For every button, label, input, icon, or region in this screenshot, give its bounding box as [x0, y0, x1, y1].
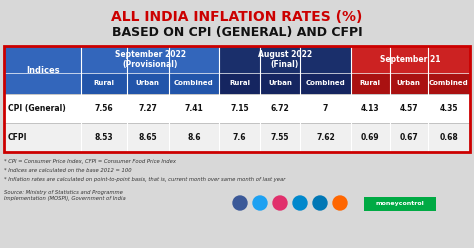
Bar [4, 123, 470, 152]
Text: 7.62: 7.62 [316, 133, 335, 142]
Text: 7.27: 7.27 [138, 104, 157, 113]
Text: * Inflation rates are calculated on point-to-point basis, that is, current month: * Inflation rates are calculated on poin… [4, 177, 285, 182]
Bar [351, 46, 470, 72]
Text: 7.15: 7.15 [230, 104, 249, 113]
Bar [81, 72, 219, 94]
Bar [4, 46, 81, 94]
Text: 7.55: 7.55 [271, 133, 289, 142]
Text: 6.72: 6.72 [271, 104, 290, 113]
Text: CFPI: CFPI [8, 133, 27, 142]
Text: 7.56: 7.56 [94, 104, 113, 113]
Bar [219, 46, 351, 72]
Text: 4.57: 4.57 [400, 104, 418, 113]
Text: Urban: Urban [397, 80, 420, 86]
Text: Urban: Urban [136, 80, 160, 86]
Text: Combined: Combined [174, 80, 214, 86]
Text: ALL INDIA INFLATION RATES (%): ALL INDIA INFLATION RATES (%) [111, 10, 363, 24]
Text: * CPI = Consumer Price Index, CFPI = Consumer Food Price Index: * CPI = Consumer Price Index, CFPI = Con… [4, 159, 176, 164]
Text: Rural: Rural [229, 80, 250, 86]
Text: 0.67: 0.67 [399, 133, 418, 142]
Circle shape [233, 196, 247, 210]
Text: Rural: Rural [93, 80, 114, 86]
Bar [351, 72, 470, 94]
Text: Urban: Urban [268, 80, 292, 86]
Text: Combined: Combined [306, 80, 346, 86]
Text: BASED ON CPI (GENERAL) AND CFPI: BASED ON CPI (GENERAL) AND CFPI [112, 26, 362, 39]
Text: * Indices are calculated on the base 2012 = 100: * Indices are calculated on the base 201… [4, 168, 132, 173]
Circle shape [333, 196, 347, 210]
Bar [4, 94, 470, 123]
Text: 0.69: 0.69 [361, 133, 380, 142]
Text: 7: 7 [323, 104, 328, 113]
Text: Source: Ministry of Statistics and Programme
Implementation (MOSPI), Government : Source: Ministry of Statistics and Progr… [4, 190, 126, 201]
Circle shape [313, 196, 327, 210]
Text: Combined: Combined [429, 80, 469, 86]
Text: 7.41: 7.41 [184, 104, 203, 113]
Text: Rural: Rural [360, 80, 381, 86]
Text: 4.35: 4.35 [440, 104, 458, 113]
Text: moneycontrol: moneycontrol [375, 201, 424, 207]
Bar [81, 46, 219, 72]
Circle shape [253, 196, 267, 210]
Text: September 21: September 21 [380, 55, 440, 64]
Text: Indices: Indices [26, 65, 59, 75]
Bar [364, 197, 436, 211]
Bar [4, 46, 470, 152]
Text: 8.53: 8.53 [94, 133, 113, 142]
Circle shape [273, 196, 287, 210]
Circle shape [293, 196, 307, 210]
Text: 0.68: 0.68 [439, 133, 458, 142]
Text: 7.6: 7.6 [233, 133, 246, 142]
Bar [219, 72, 351, 94]
Text: 4.13: 4.13 [361, 104, 380, 113]
Text: 8.65: 8.65 [138, 133, 157, 142]
Text: August 2022
(Final): August 2022 (Final) [258, 50, 312, 69]
Bar [4, 46, 470, 152]
Text: 8.6: 8.6 [187, 133, 201, 142]
Text: September 2022
(Provisional): September 2022 (Provisional) [115, 50, 186, 69]
Text: CPI (General): CPI (General) [8, 104, 66, 113]
